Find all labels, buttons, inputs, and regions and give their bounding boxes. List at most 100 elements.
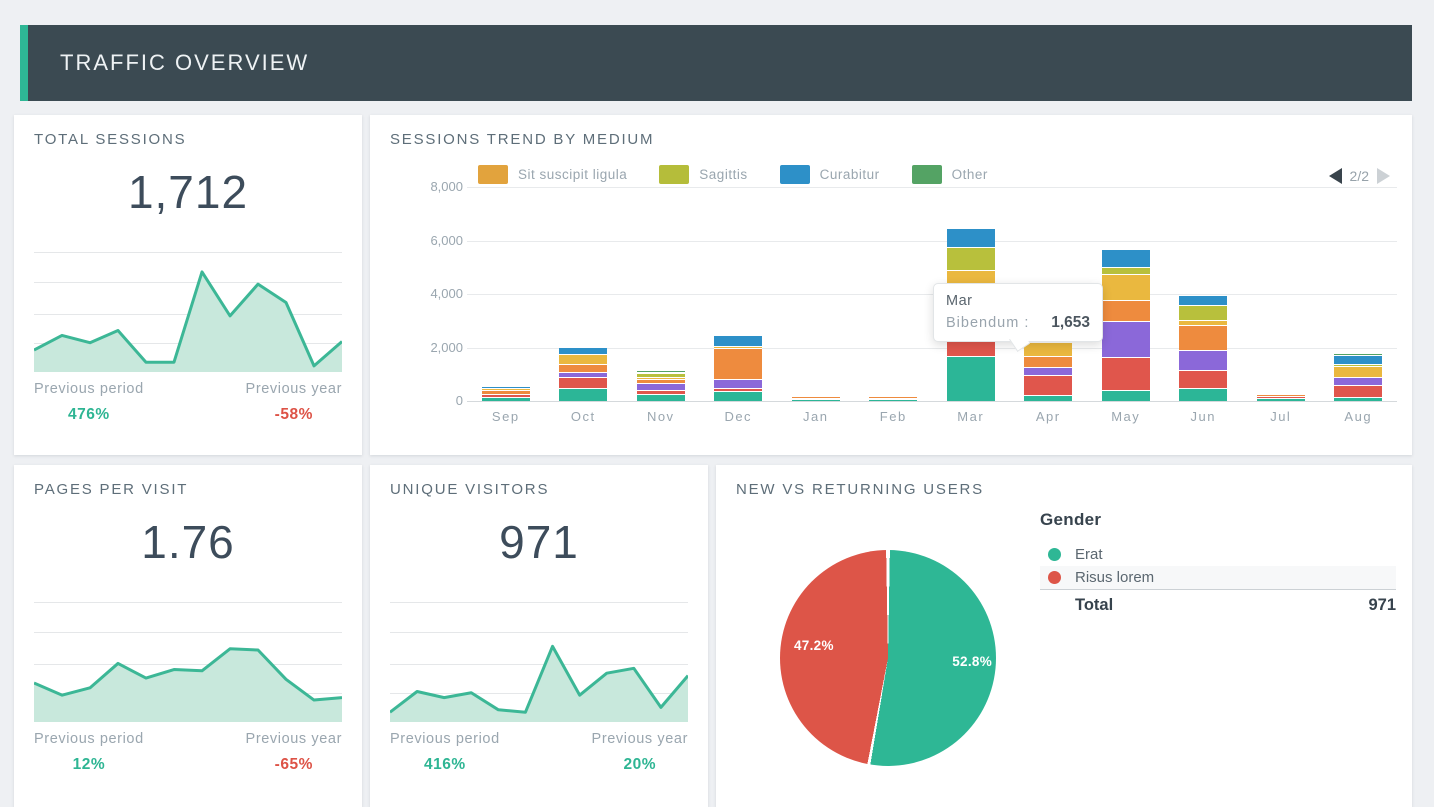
- x-axis-labels: Sep Oct Nov Dec Jan Feb Mar Apr May Jun Jul Aug: [467, 409, 1397, 424]
- legend-swatch-icon: [911, 165, 942, 184]
- bar-segment: [1024, 368, 1073, 376]
- bar-segment: [636, 377, 685, 380]
- legend-item-1[interactable]: Sagittis: [659, 165, 747, 184]
- bar-segment: [791, 396, 840, 398]
- gender-row-erat[interactable]: Erat: [1040, 543, 1396, 566]
- bar-segment: [1334, 356, 1383, 366]
- previous-year-label: Previous year: [591, 731, 688, 747]
- pie-slice-pct-left: 47.2%: [794, 638, 834, 653]
- previous-period-label: Previous period: [34, 731, 144, 747]
- bar-segment: [714, 346, 763, 350]
- stacked-bar-may[interactable]: [1101, 249, 1150, 401]
- bar-segment: [1101, 275, 1150, 302]
- bar-segment: [1256, 399, 1305, 401]
- bar-segment: [869, 397, 918, 399]
- previous-period-value: 476%: [68, 406, 110, 423]
- bar-segment: [791, 398, 840, 400]
- y-tick-label: 0: [455, 393, 463, 408]
- bar-segment: [1101, 249, 1150, 269]
- previous-period-label: Previous period: [390, 731, 500, 747]
- previous-period-value: 416%: [424, 756, 466, 773]
- bar-segment: [946, 229, 995, 248]
- new-vs-returning-card: NEW VS RETURNING USERS 47.2% 52.8% Gende…: [716, 465, 1412, 807]
- legend-item-3[interactable]: Other: [911, 165, 988, 184]
- gender-total-value: 971: [1368, 596, 1396, 614]
- x-tick-label: Sep: [491, 409, 520, 424]
- tooltip-series-label: Bibendum :: [946, 315, 1030, 331]
- bar-segment: [636, 379, 685, 385]
- x-tick-label: Jun: [1190, 409, 1216, 424]
- bar-segment: [1334, 365, 1383, 368]
- bar-segment: [946, 271, 995, 285]
- bar-segment: [714, 379, 763, 389]
- bar-segment: [869, 396, 918, 398]
- bar-segment: [946, 247, 995, 272]
- bar-segment: [559, 373, 608, 378]
- previous-period-block: Previous period 416%: [390, 731, 500, 774]
- gender-row-risus-lorem[interactable]: Risus lorem: [1040, 566, 1396, 590]
- stacked-bar-dec[interactable]: [714, 335, 763, 401]
- bar-segment: [1179, 325, 1228, 351]
- bar-segment: [559, 354, 608, 365]
- unique-visitors-value: 971: [499, 516, 579, 568]
- total-sessions-sparkline: [34, 250, 342, 372]
- bar-segment: [869, 399, 918, 401]
- stacked-bar-jul[interactable]: [1256, 393, 1305, 401]
- bar-segment: [559, 377, 608, 389]
- pager-prev-icon[interactable]: [1328, 168, 1342, 184]
- bar-segment: [1256, 397, 1305, 400]
- legend-label: Sagittis: [699, 167, 748, 182]
- legend-item-2[interactable]: Curabitur: [779, 165, 880, 184]
- stacked-bar-apr[interactable]: [1024, 343, 1073, 401]
- total-sessions-value: 1,712: [127, 166, 249, 218]
- stacked-bar-oct[interactable]: [559, 346, 608, 401]
- stacked-bar-sep[interactable]: [481, 387, 530, 401]
- pages-per-visit-sparkline: [34, 600, 342, 722]
- bar-segment: [714, 388, 763, 393]
- bar-segment: [1101, 391, 1150, 401]
- previous-year-value: -65%: [274, 756, 313, 773]
- legend-item-0[interactable]: Sit suscipit ligula: [478, 165, 627, 184]
- stacked-bar-feb[interactable]: [869, 394, 918, 401]
- pager-next-icon[interactable]: [1377, 168, 1390, 184]
- stacked-bar-aug[interactable]: [1334, 354, 1383, 401]
- legend-label: Curabitur: [819, 167, 880, 182]
- previous-year-block: Previous year -65%: [246, 731, 342, 774]
- bar-segment: [481, 398, 530, 401]
- gender-heading: Gender: [1040, 510, 1102, 529]
- bar-segment: [636, 373, 685, 378]
- card-title: TOTAL SESSIONS: [34, 131, 187, 148]
- card-title: NEW VS RETURNING USERS: [736, 481, 984, 498]
- stacked-bar-jun[interactable]: [1179, 296, 1228, 401]
- y-tick-label: 4,000: [430, 286, 463, 301]
- series-dot-icon: [1048, 548, 1061, 561]
- card-title: PAGES PER VISIT: [34, 481, 189, 498]
- bar-segment: [1179, 370, 1228, 390]
- y-tick-label: 2,000: [430, 339, 463, 355]
- previous-year-value: -58%: [274, 406, 313, 423]
- bar-segment: [1256, 393, 1305, 395]
- x-tick-label: Oct: [570, 409, 596, 424]
- card-title: SESSIONS TREND BY MEDIUM: [390, 131, 655, 148]
- pages-per-visit-card: PAGES PER VISIT 1.76 Previous period 12%…: [14, 465, 362, 807]
- sessions-trend-card: SESSIONS TREND BY MEDIUM Sit suscipit li…: [370, 115, 1412, 455]
- bar-segment: [946, 356, 995, 401]
- previous-period-value: 12%: [72, 756, 106, 773]
- x-tick-label: Mar: [957, 409, 985, 424]
- bar-segment: [559, 348, 608, 355]
- pie-slice-pct-right: 52.8%: [952, 654, 992, 669]
- bar-segment: [1179, 389, 1228, 401]
- bar-segment: [559, 346, 608, 349]
- stacked-bar-jan[interactable]: [791, 394, 840, 401]
- stacked-bar-nov[interactable]: [636, 370, 685, 401]
- x-tick-label: Dec: [724, 409, 753, 424]
- pages-per-visit-value: 1.76: [141, 516, 235, 568]
- previous-year-value: 20%: [623, 756, 657, 773]
- tooltip-month: Mar: [946, 293, 973, 309]
- bar-segment: [1101, 268, 1150, 276]
- bar-segment: [714, 349, 763, 380]
- tooltip-value: 1,653: [1051, 314, 1090, 331]
- legend-label: Sit suscipit ligula: [518, 167, 628, 182]
- gender-pie-chart[interactable]: 47.2% 52.8%: [780, 550, 996, 766]
